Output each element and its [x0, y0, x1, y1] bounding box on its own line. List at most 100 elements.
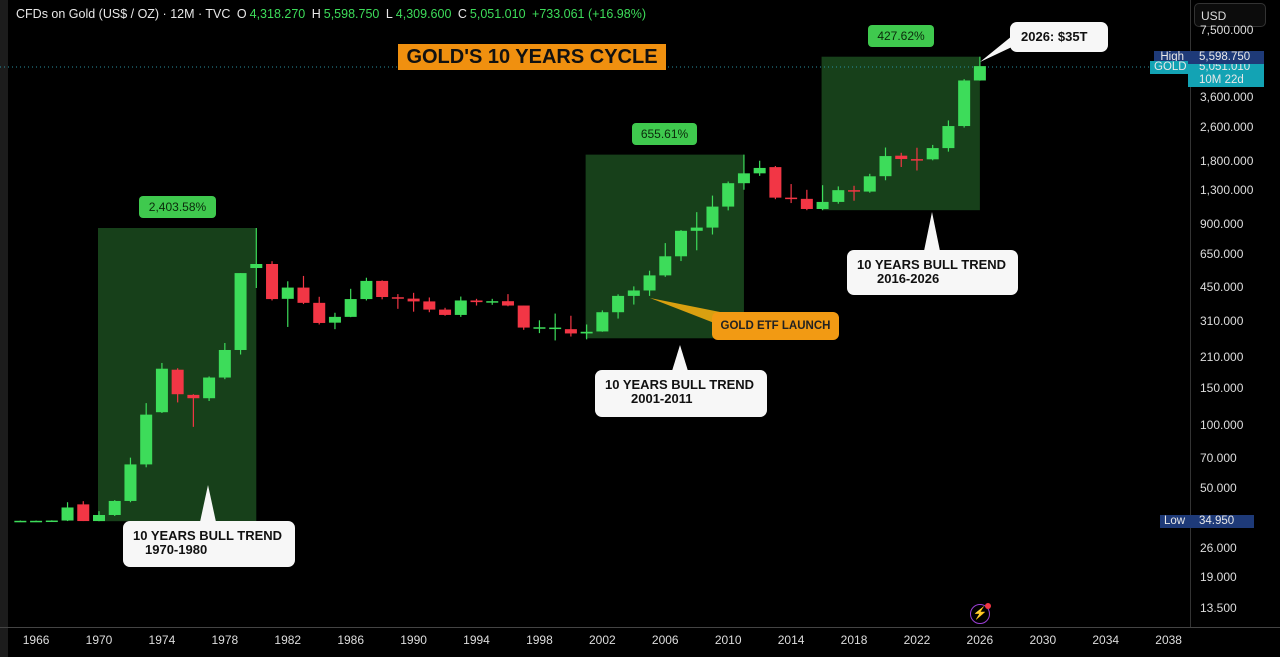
candle-body [187, 394, 200, 399]
candle-body [659, 256, 672, 276]
candle-body [234, 273, 247, 350]
time-tick-label: 2014 [777, 633, 805, 647]
candle-body [108, 500, 121, 515]
candle-body [281, 287, 294, 299]
candle-body [973, 66, 986, 81]
time-tick-label: 1998 [526, 633, 553, 647]
candle-body [769, 167, 782, 198]
candle-body [171, 369, 184, 395]
candle-body [203, 377, 216, 399]
candle-body [816, 201, 829, 209]
candle-body [848, 190, 861, 192]
price-tick-label: 7,500.000 [1200, 23, 1254, 37]
callout-pointer [650, 298, 730, 326]
candle-body [266, 263, 279, 300]
time-tick-label: 2018 [840, 633, 868, 647]
candle-body [454, 300, 467, 315]
bar-countdown: 10M 22d [1199, 74, 1244, 86]
time-tick-label: 1990 [400, 633, 427, 647]
candle-body [958, 80, 971, 127]
callout-pointer [980, 36, 1014, 62]
candle-body [470, 300, 483, 303]
high-tag-value: 5,598.750 [1188, 51, 1264, 64]
candle-body [863, 176, 876, 192]
candle-body [376, 280, 389, 298]
candle-body [564, 329, 577, 334]
candle-body [612, 295, 625, 313]
low-tag-value: 34.950 [1188, 515, 1254, 528]
candle-body [344, 299, 357, 317]
time-tick-label: 2010 [714, 633, 742, 647]
time-tick-label: 1974 [148, 633, 176, 647]
lightning-icon[interactable]: ⚡ [970, 603, 991, 624]
candle-body [627, 290, 640, 296]
time-axis[interactable] [0, 627, 1280, 628]
left-toolbar-edge [0, 0, 8, 657]
candle-body [250, 263, 263, 269]
price-tick-label: 450.000 [1200, 280, 1244, 295]
candle-body [30, 520, 43, 523]
price-tick-label: 26.000 [1200, 541, 1237, 556]
candle-body [140, 414, 153, 465]
candle-body [596, 312, 609, 332]
callout-line2: 2001-2011 [631, 391, 693, 406]
candle-body [407, 298, 420, 302]
candle-body [675, 230, 688, 257]
time-tick-label: 2038 [1155, 633, 1182, 647]
time-tick-label: 1970 [85, 633, 113, 647]
currency-button[interactable]: USD [1194, 3, 1266, 27]
callout-line1: 10 YEARS BULL TREND [133, 528, 283, 543]
candle-body [895, 155, 908, 160]
callout-pointer [200, 485, 216, 522]
trend-zone [821, 56, 980, 211]
time-tick-label: 1978 [211, 633, 239, 647]
change-value: +733.061 (+16.98%) [532, 7, 646, 21]
callout-line2: 2016-2026 [877, 271, 940, 286]
price-tick-label: 210.000 [1200, 350, 1244, 365]
price-tick-label: 19.000 [1200, 569, 1237, 584]
price-tick-label: 70.000 [1200, 450, 1237, 465]
callout-gold-etf-launch: GOLD ETF LAUNCH [712, 312, 839, 340]
price-tick-label: 50.000 [1200, 481, 1237, 496]
candle-body [942, 126, 955, 149]
candle-body [832, 190, 845, 202]
callout-pointer [924, 212, 940, 251]
high-value: 5,598.750 [323, 7, 380, 21]
price-tick-label: 310.000 [1200, 314, 1244, 329]
symbol-tag: GOLD [1150, 61, 1188, 74]
close-value: 5,051.010 [469, 7, 526, 21]
price-tick-label: 150.000 [1200, 380, 1244, 395]
candle-body [549, 327, 562, 330]
candle-body [643, 275, 656, 291]
chart-annotation-title: GOLD'S 10 YEARS CYCLE [398, 44, 666, 70]
price-tick-label: 100.000 [1200, 418, 1244, 432]
candle-body [297, 287, 310, 303]
candle-body [910, 159, 923, 161]
price-tick-label: 900.000 [1200, 216, 1244, 231]
open-label: O [236, 7, 247, 21]
candle-body [785, 197, 798, 200]
candle-body [155, 368, 168, 413]
callout-text: 2026: $35T [1021, 29, 1088, 44]
last-price: 5,051.010 [1199, 61, 1251, 73]
symbol-name[interactable]: CFDs on Gold (US$ / OZ) · 12M · TVC [16, 7, 231, 21]
candle-body [690, 227, 703, 231]
time-tick-label: 1982 [274, 633, 302, 647]
low-label: L [385, 7, 393, 21]
candle-body [926, 148, 939, 160]
open-value: 4,318.270 [249, 7, 306, 21]
candle-body [14, 520, 27, 523]
candle-body [722, 183, 735, 207]
time-tick-label: 1966 [22, 633, 50, 647]
candle-body [517, 305, 530, 328]
price-tick-label: 650.000 [1200, 246, 1244, 261]
close-label: C [457, 7, 467, 21]
candle-body [533, 327, 546, 329]
candle-body [800, 198, 813, 209]
symbol-header: CFDs on Gold (US$ / OZ) · 12M · TVC O 4,3… [16, 7, 649, 21]
candlestick-chart[interactable] [0, 0, 1190, 627]
callout-trend-1970-1980: 10 YEARS BULL TREND 1970-1980 [123, 521, 295, 567]
candle-body [77, 504, 90, 522]
callout-pointer [672, 345, 688, 371]
callout-line2: 1970-1980 [145, 542, 208, 557]
